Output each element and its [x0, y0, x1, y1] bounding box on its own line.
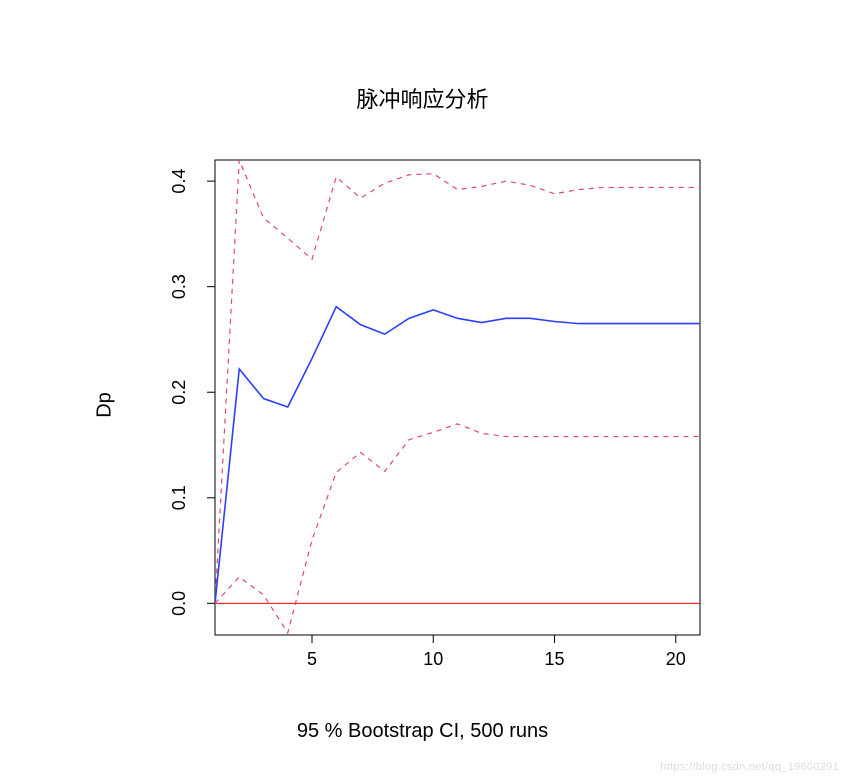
x-tick-label: 15	[544, 649, 564, 669]
y-tick-label: 0.3	[169, 274, 189, 299]
x-tick-label: 10	[423, 649, 443, 669]
x-tick-label: 5	[307, 649, 317, 669]
y-tick-label: 0.0	[169, 591, 189, 616]
y-tick-label: 0.4	[169, 169, 189, 194]
y-tick-label: 0.2	[169, 380, 189, 405]
chart-container: 脉冲响应分析 Dp 95 % Bootstrap CI, 500 runs ht…	[0, 0, 845, 777]
series-lower-ci	[215, 424, 700, 633]
x-tick-label: 20	[666, 649, 686, 669]
series-irf	[215, 307, 700, 604]
y-tick-label: 0.1	[169, 485, 189, 510]
plot-box	[215, 160, 700, 635]
plot-svg: 0.0 0.1 0.2 0.3 0.4 5 10 15 20	[0, 0, 845, 777]
series-upper-ci	[215, 160, 700, 603]
